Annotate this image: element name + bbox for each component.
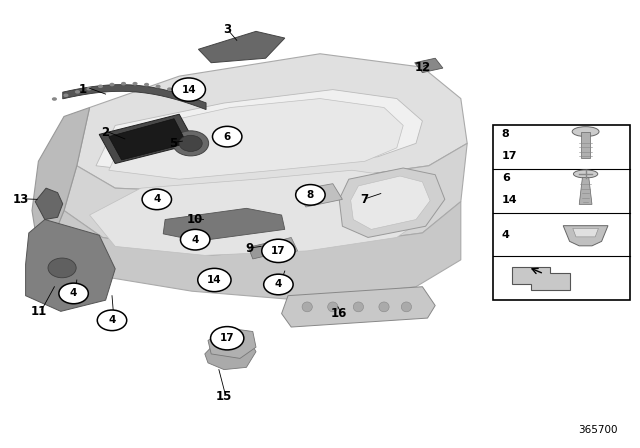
Circle shape: [75, 90, 80, 94]
Circle shape: [109, 83, 115, 86]
Text: 4: 4: [108, 315, 116, 325]
Polygon shape: [248, 243, 272, 259]
Polygon shape: [563, 226, 608, 246]
Polygon shape: [63, 85, 206, 110]
Text: 6: 6: [502, 172, 509, 182]
Circle shape: [262, 239, 295, 263]
Polygon shape: [415, 58, 443, 73]
Text: 4: 4: [502, 230, 509, 240]
Text: 3: 3: [223, 22, 231, 36]
Text: 5: 5: [169, 137, 177, 150]
Text: 9: 9: [246, 242, 253, 255]
Circle shape: [132, 82, 138, 86]
Text: 12: 12: [414, 60, 431, 74]
Text: 11: 11: [30, 305, 47, 318]
Polygon shape: [163, 208, 285, 241]
Text: 14: 14: [207, 275, 221, 285]
Text: 6: 6: [223, 132, 231, 142]
Circle shape: [264, 274, 293, 295]
Circle shape: [86, 87, 92, 90]
Ellipse shape: [302, 302, 312, 312]
Text: 4: 4: [191, 235, 199, 245]
Polygon shape: [573, 228, 598, 237]
Circle shape: [179, 90, 184, 94]
Circle shape: [98, 85, 103, 88]
Polygon shape: [512, 267, 570, 289]
Polygon shape: [96, 90, 422, 175]
Ellipse shape: [379, 302, 389, 312]
Text: 8: 8: [307, 190, 314, 200]
Ellipse shape: [572, 127, 599, 137]
Circle shape: [142, 189, 172, 210]
Polygon shape: [90, 170, 429, 255]
Circle shape: [63, 94, 68, 97]
Polygon shape: [205, 338, 256, 370]
FancyBboxPatch shape: [493, 125, 630, 300]
Text: 16: 16: [331, 307, 348, 320]
Circle shape: [97, 310, 127, 331]
Text: 8: 8: [502, 129, 509, 139]
Text: 17: 17: [502, 151, 517, 161]
Polygon shape: [32, 108, 90, 251]
Polygon shape: [296, 184, 342, 207]
Circle shape: [212, 126, 242, 147]
Ellipse shape: [401, 302, 412, 312]
Polygon shape: [339, 168, 445, 237]
Ellipse shape: [573, 170, 598, 178]
Ellipse shape: [353, 302, 364, 312]
Polygon shape: [77, 54, 467, 193]
Polygon shape: [51, 202, 461, 300]
Circle shape: [52, 97, 57, 101]
Polygon shape: [26, 220, 115, 311]
Text: 4: 4: [275, 280, 282, 289]
Polygon shape: [351, 176, 430, 229]
Text: 365700: 365700: [578, 425, 618, 435]
Text: 15: 15: [216, 390, 232, 403]
Circle shape: [198, 268, 231, 292]
Polygon shape: [35, 188, 63, 220]
Circle shape: [167, 87, 172, 91]
Circle shape: [211, 327, 244, 350]
Circle shape: [156, 85, 161, 88]
Text: 14: 14: [182, 85, 196, 95]
Text: 17: 17: [220, 333, 234, 343]
Text: 10: 10: [187, 213, 204, 226]
Polygon shape: [282, 287, 435, 327]
Circle shape: [144, 83, 149, 86]
Polygon shape: [266, 237, 298, 258]
Text: 17: 17: [271, 246, 285, 256]
Text: 14: 14: [502, 195, 517, 205]
Text: 4: 4: [153, 194, 161, 204]
Text: 7: 7: [361, 193, 369, 206]
Circle shape: [180, 229, 210, 250]
Text: 1: 1: [79, 83, 87, 96]
Circle shape: [296, 185, 325, 205]
FancyBboxPatch shape: [581, 132, 590, 158]
Polygon shape: [109, 99, 403, 179]
Text: 13: 13: [13, 193, 29, 206]
Polygon shape: [208, 328, 256, 358]
Text: 4: 4: [70, 289, 77, 298]
Polygon shape: [64, 143, 467, 255]
Ellipse shape: [328, 302, 338, 312]
Polygon shape: [198, 31, 285, 63]
Circle shape: [48, 258, 76, 278]
Circle shape: [121, 82, 126, 86]
Polygon shape: [109, 119, 187, 160]
Circle shape: [172, 78, 205, 101]
Polygon shape: [579, 177, 592, 204]
Polygon shape: [99, 114, 195, 164]
Circle shape: [173, 131, 209, 156]
Circle shape: [59, 283, 88, 304]
Text: 2: 2: [102, 125, 109, 139]
Circle shape: [179, 135, 202, 151]
